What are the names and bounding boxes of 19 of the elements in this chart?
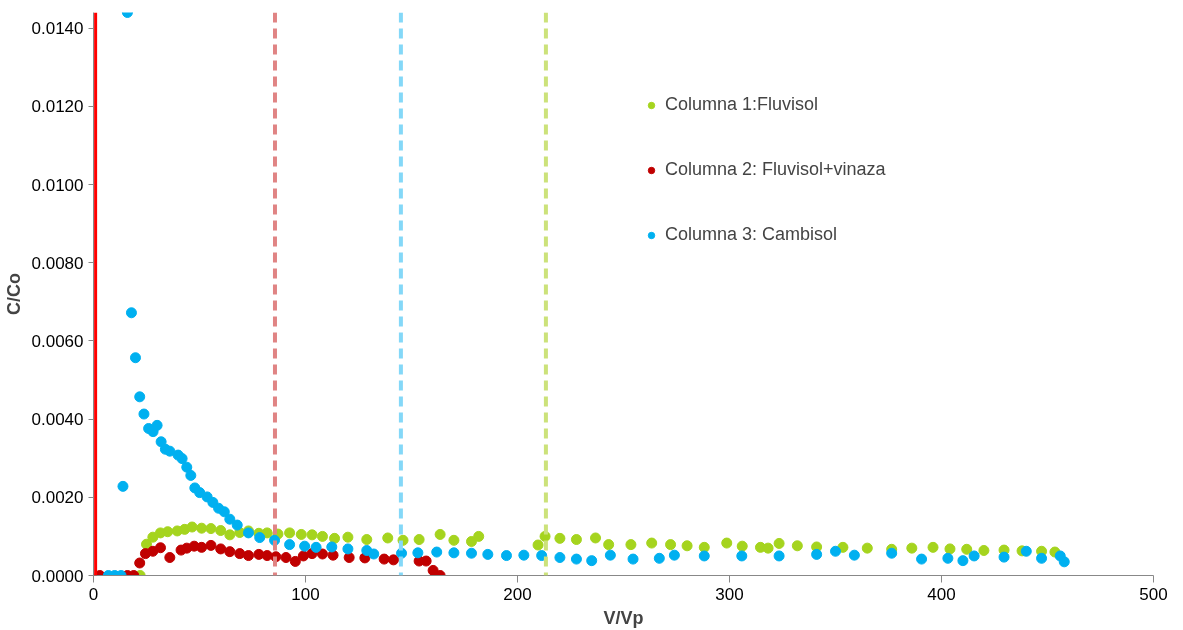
y-tick-label: 0.0100 [31,175,84,195]
x-tick-label: 400 [927,584,956,604]
y-tick-label: 0.0080 [31,253,84,273]
x-tick-label: 200 [503,584,532,604]
x-tick-label: 0 [88,584,99,604]
y-tick-label: 0.0040 [31,410,84,430]
x-tick-label: 300 [715,584,744,604]
legend-label: Columna 3: Cambisol [665,224,838,245]
x-tick-label: 100 [291,584,320,604]
y-tick-label: 0.0140 [31,19,84,39]
legend-label: Columna 2: Fluvisol+vinaza [665,159,886,180]
legend-label: Columna 1:Fluvisol [665,94,819,115]
y-axis-title: C/Co [3,273,24,315]
y-tick-label: 0.0000 [31,566,84,586]
x-axis-title: V/Vp [603,607,644,628]
y-tick-label: 0.0020 [31,488,84,508]
x-tick-label: 500 [1139,584,1168,604]
y-tick-label: 0.0120 [31,97,84,117]
y-tick-label: 0.0060 [31,331,84,351]
